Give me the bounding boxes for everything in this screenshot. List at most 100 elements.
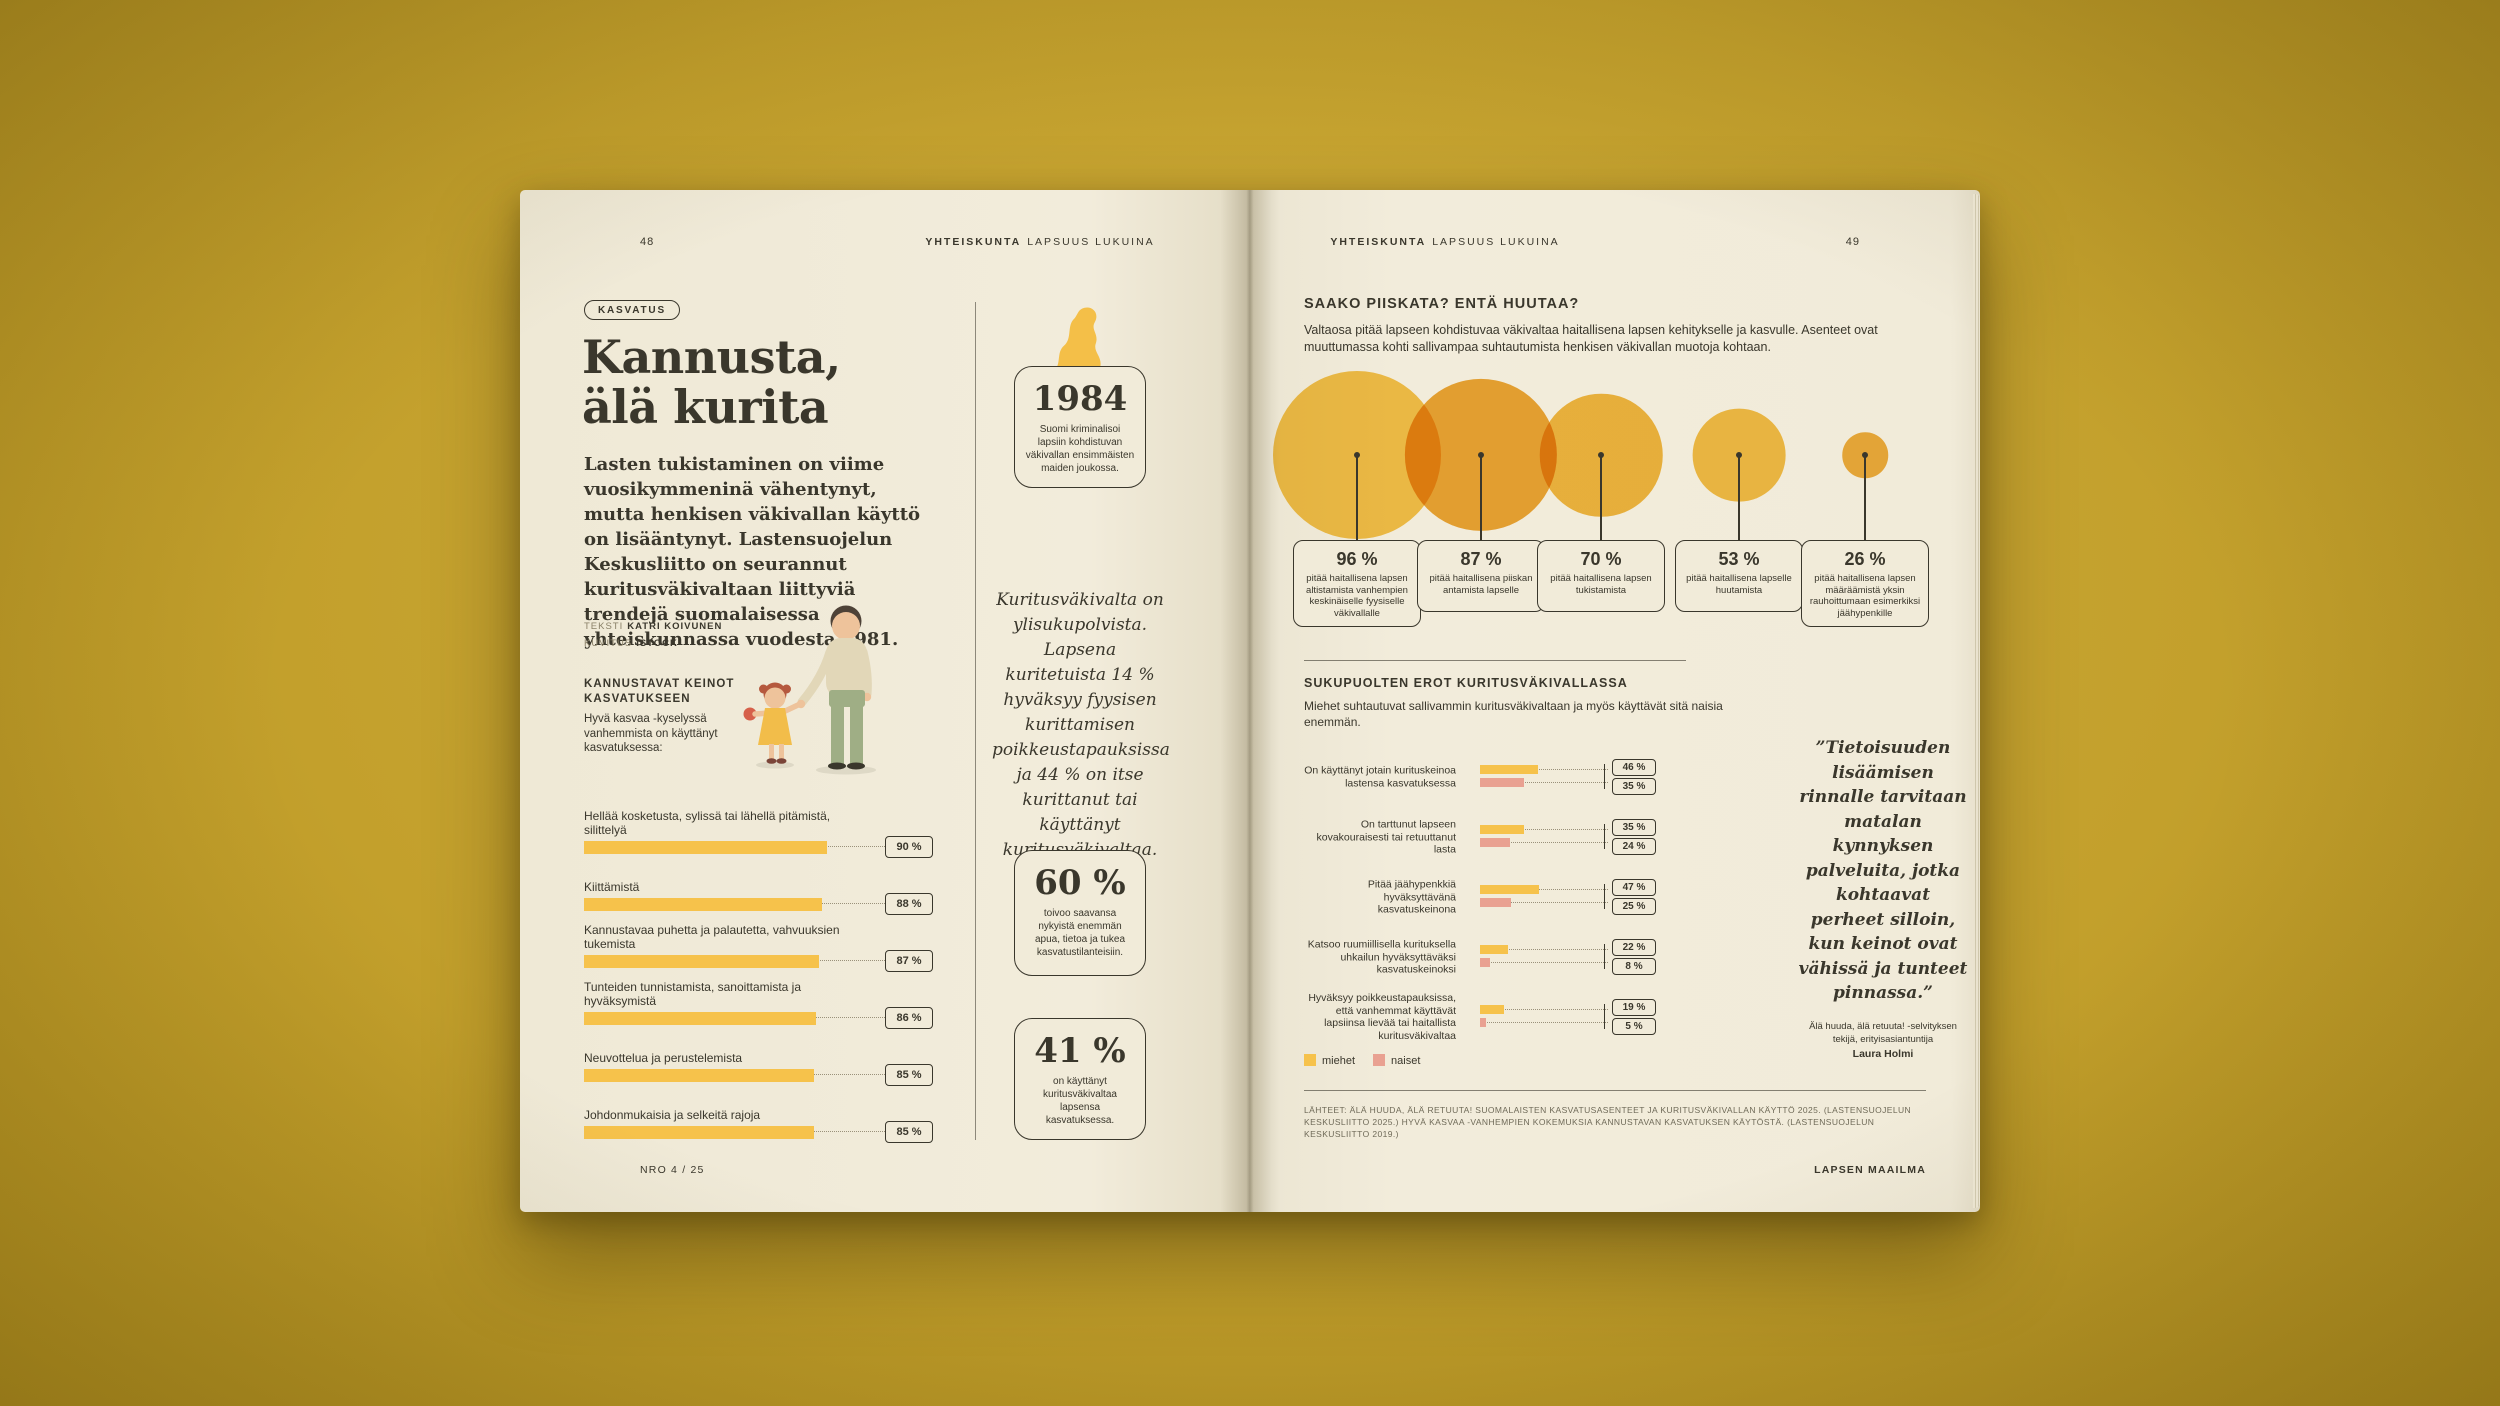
men-bar-fill: [1480, 945, 1508, 954]
men-bar-track: [1480, 945, 1608, 954]
encourage-bar-row: Kiittämistä 88 %: [584, 865, 936, 915]
harm-pct: 96 %: [1336, 549, 1378, 569]
women-bar-track: [1480, 958, 1608, 967]
women-bar-track: [1480, 898, 1608, 907]
credit-text: TEKSTI KATRI KOIVUNEN: [584, 618, 722, 635]
men-bar-track: [1480, 765, 1608, 774]
credit-illo-label: KUVITUS: [584, 638, 633, 649]
leader-line: [1480, 768, 1608, 770]
women-bar-track: [1480, 778, 1608, 787]
issue-footer: NRO 4 / 25: [640, 1164, 705, 1176]
men-bar-fill: [1480, 825, 1524, 834]
women-bar-track: [1480, 1018, 1608, 1027]
year-text: Suomi kriminalisoi lapsiin kohdistuvan v…: [1025, 424, 1135, 474]
harm-label-box: 87 % pitää haitallisena piiskan antamist…: [1417, 540, 1545, 612]
legend-women-label: naiset: [1391, 1055, 1421, 1067]
harm-label-box: 26 % pitää haitallisena lapsen määräämis…: [1801, 540, 1929, 627]
stat-box-41: 41 % on käyttänyt kuritusväkivaltaa laps…: [1014, 1018, 1146, 1140]
women-bar-fill: [1480, 958, 1490, 967]
running-header-bold: YHTEISKUNTA: [1330, 236, 1427, 248]
bar-track: [584, 898, 885, 911]
section-tag: KASVATUS: [584, 300, 680, 320]
stat-text: on käyttänyt kuritusväkivaltaa lapsensa …: [1043, 1076, 1117, 1126]
credits: TEKSTI KATRI KOIVUNEN KUVITUS ISTOCK: [584, 618, 722, 652]
tick-line: [1604, 764, 1605, 789]
running-header-right: YHTEISKUNTA LAPSUUS LUKUINA: [1295, 236, 1595, 248]
running-header-left: YHTEISKUNTA LAPSUUS LUKUINA: [890, 236, 1190, 248]
men-percent-badge: 22 %: [1612, 939, 1656, 956]
page-edge-stack: [1973, 194, 1980, 1208]
harm-section-heading: SAAKO PIISKATA? ENTÄ HUUTAA?: [1304, 296, 1580, 312]
bar-label: Johdonmukaisia ja selkeitä rajoja: [584, 1107, 761, 1122]
percent-badge: 86 %: [885, 1007, 933, 1029]
gender-row: Katsoo ruumiillisella kurituksella uhkai…: [1304, 936, 1664, 978]
percent-badge: 85 %: [885, 1064, 933, 1086]
men-swatch: [1304, 1054, 1316, 1066]
parent-child-illustration: [743, 605, 876, 775]
running-header-bold: YHTEISKUNTA: [925, 236, 1022, 248]
women-bar-fill: [1480, 898, 1512, 907]
page-right: 49 YHTEISKUNTA LAPSUUS LUKUINA SAAKO PIIS…: [1250, 190, 1980, 1212]
men-bar-track: [1480, 885, 1608, 894]
women-bar-track: [1480, 838, 1608, 847]
bar-label: Kannustavaa puhetta ja palautetta, vahvu…: [584, 923, 840, 951]
pull-quote-name: Laura Holmi: [1852, 1047, 1914, 1060]
pull-quote: ”Tietoisuuden lisäämisen rinnalle tarvit…: [1798, 736, 1968, 1060]
year-big: 1984: [1032, 379, 1128, 419]
article-title: Kannusta, älä kurita: [582, 332, 841, 432]
leader-line: [1480, 781, 1608, 783]
encourage-bar-row: Hellää kosketusta, sylissä tai lähellä p…: [584, 808, 936, 858]
circle-stem: [1862, 452, 1867, 542]
title-line-1: Kannusta,: [582, 330, 841, 384]
harm-pct: 70 %: [1580, 549, 1622, 569]
legend-men: miehet: [1304, 1054, 1355, 1067]
women-percent-badge: 8 %: [1612, 958, 1656, 975]
pull-quote-attribution: Älä huuda, älä retuuta! -selvityksen tek…: [1809, 1020, 1957, 1045]
harm-pct: 53 %: [1718, 549, 1760, 569]
leader-line: [1480, 948, 1608, 950]
women-percent-badge: 5 %: [1612, 1018, 1656, 1035]
percent-badge: 85 %: [885, 1121, 933, 1143]
running-header-rest: LAPSUUS LUKUINA: [1027, 236, 1155, 248]
pull-quote-text: ”Tietoisuuden lisäämisen rinnalle tarvit…: [1798, 738, 1968, 1003]
stat-big: 41 %: [1034, 1031, 1126, 1071]
harm-text: pitää haitallisena piiskan antamista lap…: [1429, 573, 1533, 596]
circle-stem: [1478, 452, 1483, 542]
percent-badge: 90 %: [885, 836, 933, 858]
bar-track: [584, 841, 885, 854]
bar-fill: [584, 898, 822, 911]
women-percent-badge: 25 %: [1612, 898, 1656, 915]
stat-text: toivoo saavansa nykyistä enemmän apua, t…: [1034, 908, 1126, 958]
gender-row: On tarttunut lapseen kovakouraisesti tai…: [1304, 816, 1664, 858]
men-bar-fill: [1480, 885, 1539, 894]
women-percent-badge: 24 %: [1612, 838, 1656, 855]
harm-label-box: 96 % pitää haitallisena lapsen altistami…: [1293, 540, 1421, 627]
title-line-2: älä kurita: [582, 380, 829, 434]
encourage-bar-row: Kannustavaa puhetta ja palautetta, vahvu…: [584, 922, 936, 972]
credit-illustration: KUVITUS ISTOCK: [584, 635, 722, 652]
sources-note: LÄHTEET: ÄLÄ HUUDA, ÄLÄ RETUUTA! SUOMALA…: [1304, 1105, 1912, 1139]
gender-row-label: On käyttänyt jotain kurituskeinoa lasten…: [1304, 764, 1456, 790]
column-divider: [975, 302, 976, 1140]
bar-fill: [584, 1126, 814, 1139]
stat-big: 60 %: [1034, 863, 1126, 903]
harm-label-box: 53 % pitää haitallisena lapselle huutami…: [1675, 540, 1803, 612]
legend-men-label: miehet: [1322, 1055, 1356, 1067]
bar-fill: [584, 841, 827, 854]
women-bar-fill: [1480, 838, 1510, 847]
encourage-bar-row: Neuvottelua ja perustelemista 85 %: [584, 1036, 936, 1086]
credit-text-label: TEKSTI: [584, 621, 624, 632]
year-fact-box: 1984 Suomi kriminalisoi lapsiin kohdistu…: [1014, 366, 1146, 488]
circle-stem: [1736, 452, 1741, 542]
encourage-bar-row: Tunteiden tunnistamista, sanoittamista j…: [584, 979, 936, 1029]
harm-text: pitää haitallisena lapsen altistamista v…: [1306, 573, 1408, 619]
bar-fill: [584, 955, 819, 968]
gender-row-label: On tarttunut lapseen kovakouraisesti tai…: [1316, 818, 1457, 856]
tick-line: [1604, 824, 1605, 849]
percent-badge: 87 %: [885, 950, 933, 972]
men-percent-badge: 19 %: [1612, 999, 1656, 1016]
men-bar-track: [1480, 825, 1608, 834]
gender-chart-sub: Miehet suhtautuvat sallivammin kuritusvä…: [1304, 699, 1723, 729]
leader-line: [1480, 901, 1608, 903]
